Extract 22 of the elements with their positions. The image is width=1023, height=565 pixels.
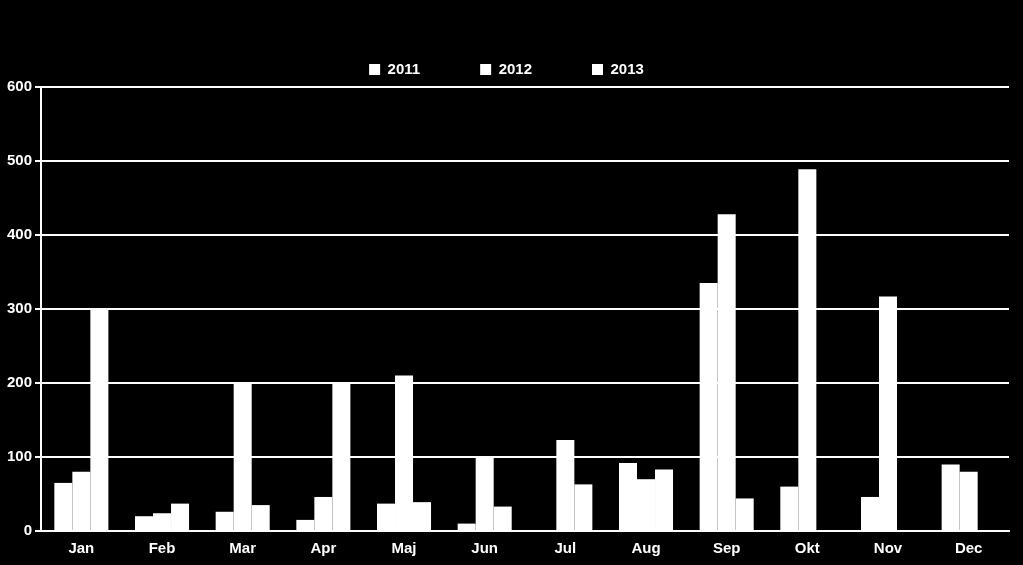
x-tick-label: Feb (148, 539, 176, 557)
x-tick-label: Dec (954, 539, 983, 557)
y-tick-label: 300 (7, 299, 33, 317)
x-tick-label: Mar (229, 539, 257, 557)
x-tick-label: Jul (554, 539, 577, 557)
y-tick-label: 100 (7, 447, 33, 465)
y-tick-label: 0 (23, 521, 33, 539)
x-tick-label: Aug (631, 539, 661, 557)
x-tick-label: Sep (712, 539, 741, 557)
x-tick-label: Maj (391, 539, 417, 557)
x-tick-label: Okt (794, 539, 820, 557)
y-tick-label: 600 (7, 77, 33, 95)
y-tick-label: 200 (7, 373, 33, 391)
legend-label: 2011 (387, 59, 421, 77)
x-tick-label: Apr (310, 539, 337, 557)
y-tick-label: 400 (7, 225, 33, 243)
x-tick-label: Nov (873, 539, 903, 557)
legend-label: 2012 (498, 59, 533, 77)
x-tick-label: Jun (471, 539, 499, 557)
legend-label: 2013 (610, 59, 644, 77)
x-tick-label: Jan (68, 539, 95, 557)
y-tick-label: 500 (7, 151, 33, 169)
